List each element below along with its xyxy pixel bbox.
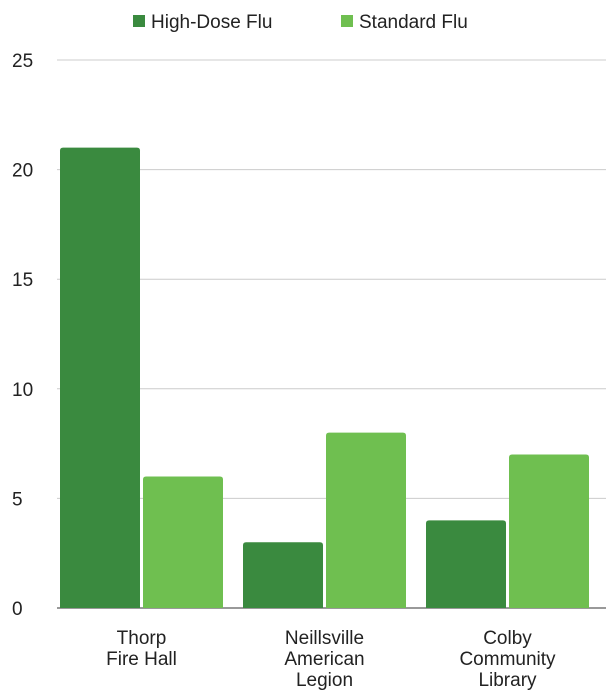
bar-high-dose-2[interactable] [426,520,506,608]
x-tick-label: Colby Community Library [459,628,556,691]
x-tick-label-line: American [284,649,364,670]
x-tick-label-line: Thorp [117,628,167,649]
y-tick-label: 0 [12,599,23,620]
bar-standard-0[interactable] [143,476,223,608]
y-tick-label: 20 [12,161,33,182]
x-tick-label: Thorp Fire Hall [106,628,177,670]
bar-standard-2[interactable] [509,454,589,608]
x-tick-label-line: Fire Hall [106,649,177,670]
y-tick-label: 5 [12,489,23,510]
x-tick-label: Neillsville American Legion [284,628,364,691]
bar-high-dose-0[interactable] [60,147,140,608]
legend-swatch [133,15,145,27]
bar-high-dose-1[interactable] [243,542,323,608]
x-tick-label-line: Neillsville [285,628,364,649]
legend: High-Dose Flu Standard Flu [133,12,468,33]
y-tick-label: 15 [12,270,33,291]
bars [60,147,589,608]
legend-label: Standard Flu [359,12,468,33]
y-axis: 0 5 10 15 20 25 [12,51,33,620]
legend-label: High-Dose Flu [151,12,272,33]
x-tick-label-line: Library [478,670,537,691]
legend-swatch [341,15,353,27]
x-tick-label-line: Community [459,649,556,670]
y-tick-label: 25 [12,51,33,72]
x-axis: Thorp Fire Hall Neillsville American Legion C… [106,628,556,691]
bar-standard-1[interactable] [326,432,406,608]
x-tick-label-line: Colby [483,628,532,649]
x-tick-label-line: Legion [296,670,353,691]
y-tick-label: 10 [12,380,33,401]
